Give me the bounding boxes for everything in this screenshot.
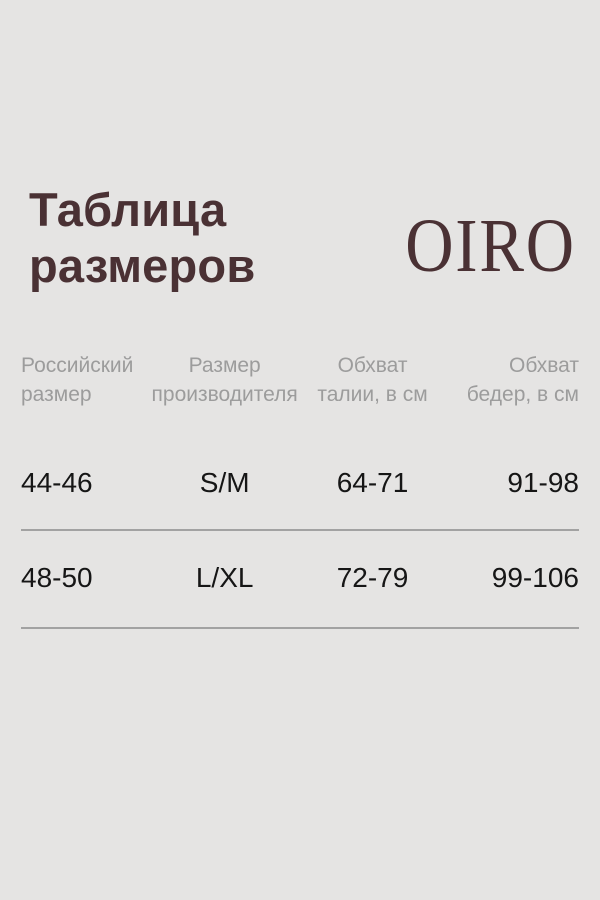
table-header-row: Российский размер Размер производителя О… <box>21 351 579 409</box>
header-cell-manufacturer-size-line1: Размер <box>188 354 261 377</box>
header-cell-hips-line2: бедер, в см <box>466 383 579 406</box>
cell-manufacturer-size: L/XL <box>195 562 254 593</box>
page-title-line1: Таблица <box>29 183 227 236</box>
cell-russian-size: 48-50 <box>21 562 93 593</box>
brand-logo: OIRO <box>405 204 576 288</box>
cell-hips: 99-106 <box>491 562 579 593</box>
cell-waist: 64-71 <box>336 467 409 498</box>
header-cell-waist-line1: Обхват <box>337 354 408 377</box>
page-header: Таблица размеров OIRO <box>0 0 600 294</box>
cell-waist: 72-79 <box>336 562 409 593</box>
page-title: Таблица размеров <box>29 182 255 294</box>
cell-hips: 91-98 <box>507 467 579 498</box>
header-cell-waist: Обхват талии, в см <box>300 351 445 409</box>
cell-manufacturer-size: S/M <box>199 467 250 498</box>
header-cell-hips-line1: Обхват <box>509 354 579 377</box>
header-cell-waist-line2: талии, в см <box>317 383 428 406</box>
header-cell-russian-size-line1: Российский <box>21 354 134 377</box>
page-title-line2: размеров <box>29 239 256 292</box>
header-cell-russian-size: Российский размер <box>21 351 149 409</box>
header-cell-russian-size-line2: размер <box>21 383 92 406</box>
table-row: 44-46 S/M 64-71 91-98 <box>21 409 579 531</box>
header-cell-manufacturer-size: Размер производителя <box>149 351 300 409</box>
table-row: 48-50 L/XL 72-79 99-106 <box>21 531 579 629</box>
cell-russian-size: 44-46 <box>21 467 93 498</box>
header-cell-hips: Обхват бедер, в см <box>445 351 579 409</box>
header-cell-manufacturer-size-line2: производителя <box>151 383 298 406</box>
size-table: Российский размер Размер производителя О… <box>0 351 600 629</box>
